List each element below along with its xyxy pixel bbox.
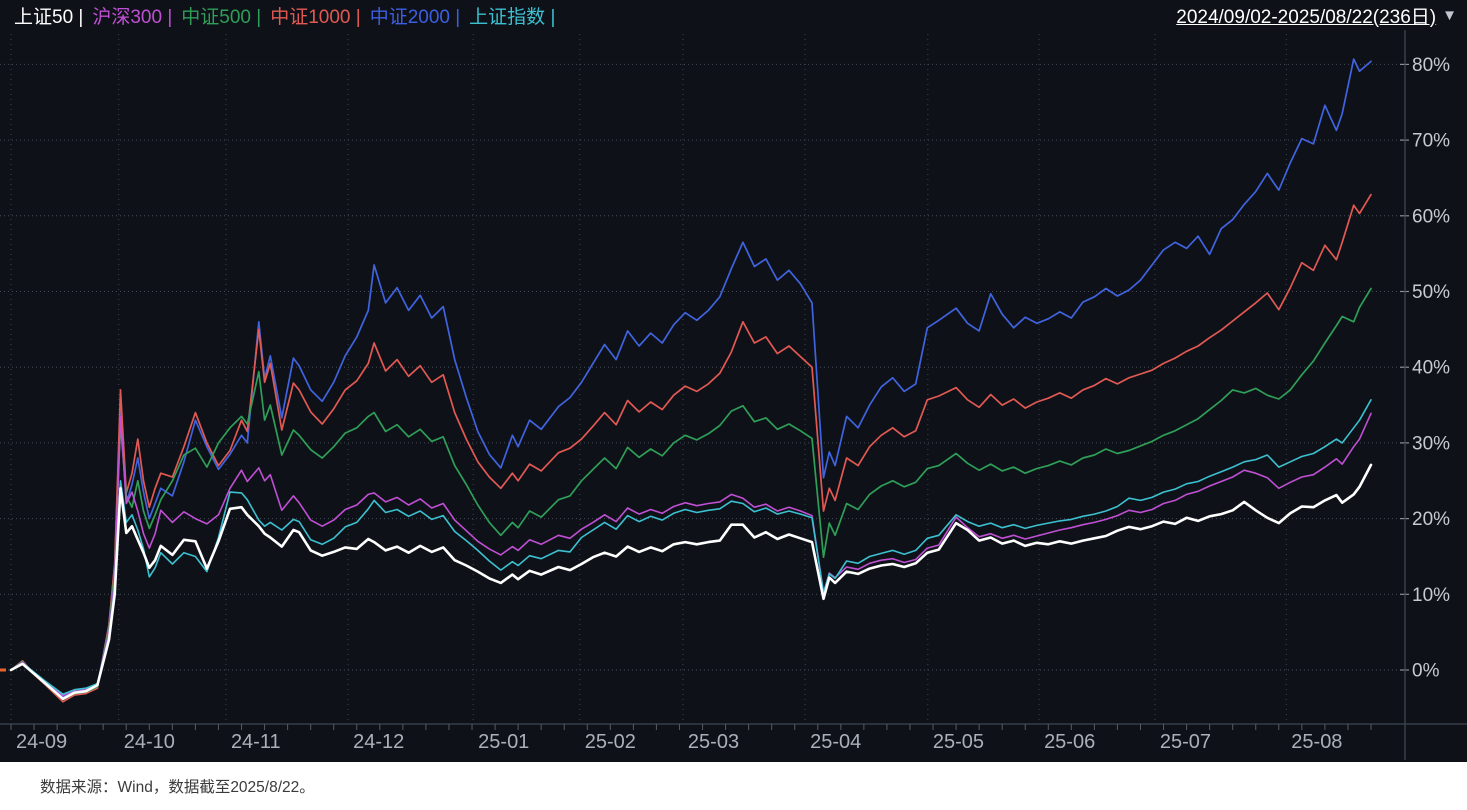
series-line-中证500 bbox=[10, 287, 1372, 701]
legend-item-沪深300[interactable]: 沪深300 | bbox=[92, 6, 173, 28]
x-axis-label: 25-08 bbox=[1291, 731, 1342, 753]
series-line-中证1000 bbox=[10, 193, 1372, 703]
legend-item-中证1000[interactable]: 中证1000 | bbox=[270, 6, 361, 28]
legend-item-上证50[interactable]: 上证50 | bbox=[14, 6, 84, 28]
x-axis-label: 25-05 bbox=[933, 731, 984, 753]
x-axis-label: 25-01 bbox=[478, 731, 529, 753]
y-axis-label: 30% bbox=[1412, 433, 1450, 454]
legend-item-中证2000[interactable]: 中证2000 | bbox=[369, 6, 461, 28]
performance-chart[interactable]: 0% 10% 20% 30% 40% 50% 60% 70% 80% 24-09 24-10 24-1… bbox=[0, 0, 1467, 762]
legend-item-上证指数[interactable]: 上证指数 | bbox=[469, 6, 556, 28]
y-axis-label: 70% bbox=[1412, 131, 1450, 152]
chart-area: 0% 10% 20% 30% 40% 50% 60% 70% 80% 24-09 24-10 24-1… bbox=[0, 0, 1467, 762]
series-line-中证2000 bbox=[10, 58, 1372, 699]
y-axis-label: 60% bbox=[1412, 206, 1450, 227]
y-axis-label: 80% bbox=[1412, 55, 1450, 76]
series-line-沪深300 bbox=[10, 412, 1372, 697]
y-axis-label: 10% bbox=[1412, 585, 1450, 606]
y-axis-label: 20% bbox=[1412, 509, 1450, 530]
y-axis-label: 0% bbox=[1412, 661, 1440, 682]
series-line-上证指数 bbox=[10, 398, 1372, 696]
x-axis-label: 25-03 bbox=[688, 731, 739, 753]
x-axis-label: 25-06 bbox=[1044, 731, 1095, 753]
y-axis-label: 50% bbox=[1412, 282, 1450, 303]
x-axis-label: 25-02 bbox=[585, 731, 636, 753]
index-legend: 上证50 | 沪深300 | 中证500 | 中证1000 | 中证2000 | 上证指数… bbox=[14, 2, 555, 29]
y-axis-label: 40% bbox=[1412, 358, 1450, 379]
footer-bar: 数据来源：Wind，数据截至2025/8/22。 bbox=[0, 762, 1467, 810]
x-axis-label: 25-04 bbox=[810, 731, 861, 753]
date-range-label: 2024/09/02-2025/08/22(236日) bbox=[1176, 6, 1437, 28]
x-axis-label: 24-10 bbox=[124, 731, 175, 753]
origin-marker bbox=[0, 668, 6, 672]
x-axis-label: 24-11 bbox=[231, 731, 281, 753]
series-line-上证50 bbox=[9, 463, 1373, 701]
x-axis-label: 25-07 bbox=[1160, 731, 1211, 753]
x-axis-label: 24-09 bbox=[16, 731, 67, 753]
data-source-note: 数据来源：Wind，数据截至2025/8/22。 bbox=[40, 779, 315, 796]
x-axis-label: 24-12 bbox=[353, 731, 404, 753]
header-bar: 上证50 | 沪深300 | 中证500 | 中证1000 | 中证2000 | 上证指数… bbox=[0, 0, 1467, 30]
date-range-selector[interactable]: 2024/09/02-2025/08/22(236日) ▼ bbox=[1176, 2, 1457, 29]
dropdown-arrow-icon: ▼ bbox=[1442, 6, 1457, 24]
legend-item-中证500[interactable]: 中证500 | bbox=[181, 6, 262, 28]
